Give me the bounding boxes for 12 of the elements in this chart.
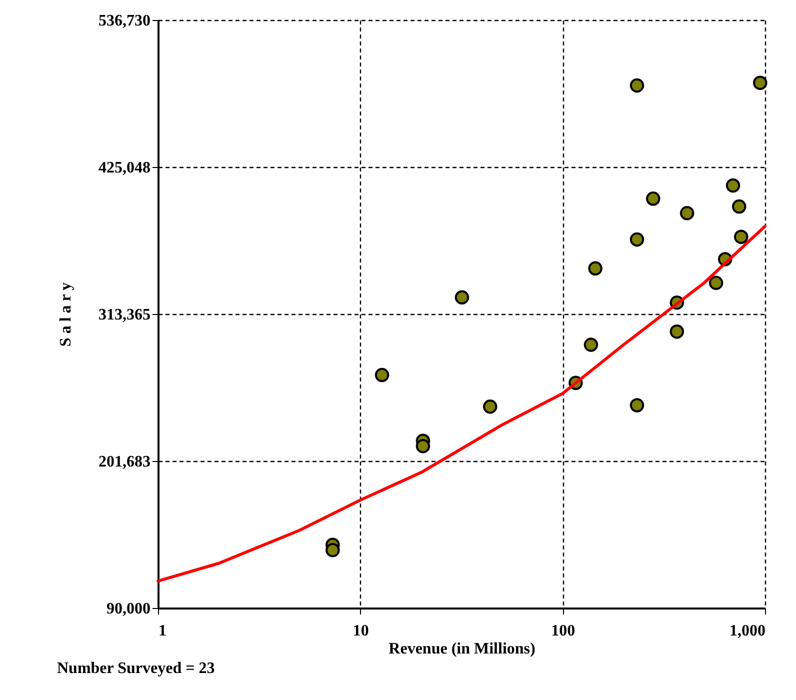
- x-tick-label: 100: [551, 622, 576, 640]
- y-tick-label: 313,365: [98, 306, 150, 324]
- x-tick-label: 1,000: [730, 622, 766, 640]
- x-tick-label: 1: [158, 622, 166, 640]
- y-tick-label: 201,683: [98, 454, 150, 470]
- x-axis-title: Revenue (in Millions): [388, 640, 536, 658]
- y-tick-label: 90,000: [106, 600, 150, 618]
- y-axis-title: S a l a r y: [58, 282, 74, 347]
- y-tick-label: 425,048: [98, 160, 150, 176]
- text: Number Surveyed = 23: [57, 660, 215, 677]
- x-tick-label: 10: [352, 622, 369, 640]
- y-tick-label: 536,730: [98, 12, 150, 30]
